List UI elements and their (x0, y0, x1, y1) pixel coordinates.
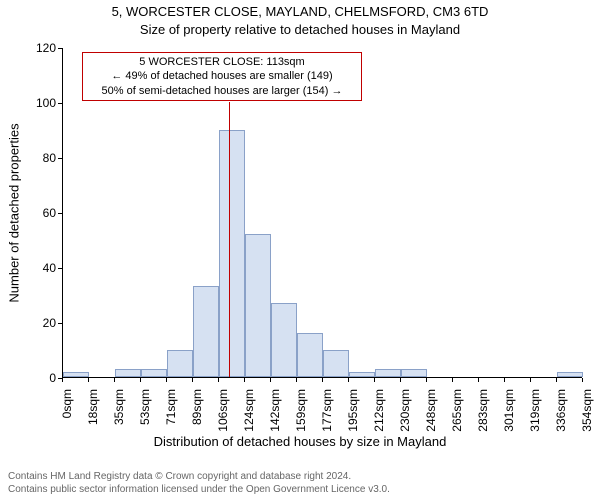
x-tick-label: 195sqm (346, 389, 360, 439)
x-tick-label: 106sqm (216, 389, 230, 439)
x-tick-label: 336sqm (554, 389, 568, 439)
x-tick-label: 89sqm (190, 389, 204, 439)
y-axis-label: Number of detached properties (7, 123, 22, 302)
x-tick-mark (504, 378, 505, 382)
y-tick-label: 80 (16, 151, 56, 165)
annotation-line-1: 5 WORCESTER CLOSE: 113sqm (89, 55, 355, 69)
marker-line (229, 102, 230, 377)
x-tick-label: 319sqm (528, 389, 542, 439)
x-tick-label: 283sqm (476, 389, 490, 439)
x-tick-label: 142sqm (268, 389, 282, 439)
chart-title-main: 5, WORCESTER CLOSE, MAYLAND, CHELMSFORD,… (0, 4, 600, 19)
x-tick-label: 71sqm (164, 389, 178, 439)
x-tick-mark (426, 378, 427, 382)
x-tick-mark (192, 378, 193, 382)
y-tick-label: 0 (16, 371, 56, 385)
x-tick-mark (244, 378, 245, 382)
histogram-bar (167, 350, 193, 378)
footer-line-1: Contains HM Land Registry data © Crown c… (8, 471, 390, 484)
histogram-bar (219, 130, 245, 378)
x-tick-mark (530, 378, 531, 382)
x-tick-label: 248sqm (424, 389, 438, 439)
x-tick-mark (270, 378, 271, 382)
x-tick-label: 301sqm (502, 389, 516, 439)
x-axis-label: Distribution of detached houses by size … (0, 434, 600, 449)
x-tick-mark (140, 378, 141, 382)
x-tick-label: 177sqm (320, 389, 334, 439)
annotation-line-3: 50% of semi-detached houses are larger (… (89, 84, 355, 98)
y-tick-label: 40 (16, 261, 56, 275)
x-tick-label: 35sqm (112, 389, 126, 439)
histogram-bar (141, 369, 167, 377)
x-tick-mark (582, 378, 583, 382)
annotation-line-2: ← 49% of detached houses are smaller (14… (89, 69, 355, 83)
histogram-bar (349, 372, 375, 378)
x-tick-mark (374, 378, 375, 382)
histogram-bar (115, 369, 141, 377)
x-tick-label: 212sqm (372, 389, 386, 439)
x-tick-mark (88, 378, 89, 382)
y-tick-label: 100 (16, 96, 56, 110)
histogram-bar (375, 369, 401, 377)
x-tick-mark (62, 378, 63, 382)
x-tick-label: 230sqm (398, 389, 412, 439)
footer-attribution: Contains HM Land Registry data © Crown c… (8, 471, 390, 496)
chart-title-sub: Size of property relative to detached ho… (0, 22, 600, 37)
histogram-bar (557, 372, 583, 378)
annotation-box: 5 WORCESTER CLOSE: 113sqm ← 49% of detac… (82, 52, 362, 101)
x-tick-mark (452, 378, 453, 382)
x-tick-mark (218, 378, 219, 382)
footer-line-2: Contains public sector information licen… (8, 484, 390, 497)
x-tick-label: 354sqm (580, 389, 594, 439)
x-tick-label: 18sqm (86, 389, 100, 439)
histogram-bar (245, 234, 271, 377)
histogram-bar (401, 369, 427, 377)
x-tick-mark (166, 378, 167, 382)
x-tick-mark (556, 378, 557, 382)
histogram-bar (271, 303, 297, 377)
histogram-bar (193, 286, 219, 377)
x-tick-mark (348, 378, 349, 382)
histogram-bar (323, 350, 349, 378)
x-tick-label: 0sqm (60, 389, 74, 439)
x-tick-mark (114, 378, 115, 382)
histogram-bar (63, 372, 89, 378)
chart-container: 5, WORCESTER CLOSE, MAYLAND, CHELMSFORD,… (0, 0, 600, 500)
x-tick-mark (400, 378, 401, 382)
x-tick-mark (478, 378, 479, 382)
x-tick-label: 124sqm (242, 389, 256, 439)
x-tick-label: 159sqm (294, 389, 308, 439)
x-tick-mark (296, 378, 297, 382)
y-tick-label: 120 (16, 41, 56, 55)
x-tick-label: 53sqm (138, 389, 152, 439)
histogram-bar (297, 333, 323, 377)
x-tick-label: 265sqm (450, 389, 464, 439)
y-tick-label: 20 (16, 316, 56, 330)
y-tick-label: 60 (16, 206, 56, 220)
x-tick-mark (322, 378, 323, 382)
